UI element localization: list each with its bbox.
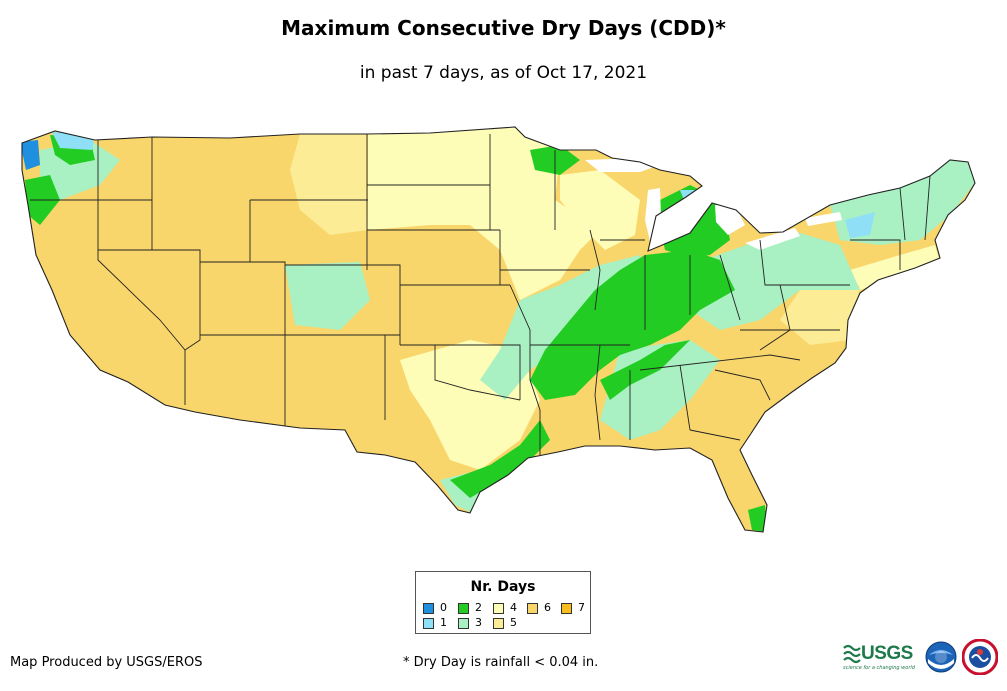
- lake-ontario: [805, 212, 842, 226]
- legend-title: Nr. Days: [470, 579, 536, 595]
- legend-swatch-0: [423, 603, 434, 614]
- state-boundaries: [30, 134, 931, 455]
- map-subtitle: in past 7 days, as of Oct 17, 2021: [359, 63, 648, 83]
- legend-swatch-7: [561, 603, 572, 614]
- region-1-adirondacks: [845, 212, 875, 238]
- credit-text: Map Produced by USGS/EROS: [10, 655, 203, 670]
- usgs-wordmark: USGS: [861, 643, 913, 664]
- region-0-olympic-peninsula: [22, 140, 40, 170]
- region-2-midwest: [530, 250, 735, 400]
- region-2-texas-coast: [450, 420, 550, 498]
- noaa-logo-icon: [925, 641, 957, 673]
- legend-swatch-6: [527, 603, 538, 614]
- legend-label-3: 3: [475, 616, 482, 629]
- legend-swatch-1: [423, 618, 434, 629]
- region-2-south-florida: [748, 505, 767, 532]
- usgs-logo: USGS science for a changing world: [843, 643, 919, 673]
- legend-label-2: 2: [475, 601, 482, 614]
- region-1-upper-michigan: [680, 190, 708, 210]
- usgs-tagline: science for a changing world: [843, 665, 915, 671]
- region-4-new-york: [850, 245, 940, 290]
- national-weather-service-logo-icon: [962, 639, 998, 675]
- region-3-colorado: [285, 262, 370, 330]
- region-5-montana: [290, 134, 368, 235]
- lake-erie: [745, 228, 800, 250]
- usgs-wave-icon: [843, 644, 861, 664]
- legend-swatch-2: [458, 603, 469, 614]
- legend-swatch-4: [493, 603, 504, 614]
- legend-swatch-5: [493, 618, 504, 629]
- legend: Nr. Days 0 1 2 3 4 5 6 7: [415, 571, 591, 634]
- lake-huron: [715, 205, 745, 235]
- legend-label-7: 7: [578, 601, 585, 614]
- legend-label-0: 0: [440, 601, 447, 614]
- region-3-ohio-valley: [690, 230, 860, 330]
- dry-day-footnote: * Dry Day is rainfall < 0.04 in.: [403, 655, 599, 670]
- legend-label-4: 4: [510, 601, 517, 614]
- legend-label-6: 6: [544, 601, 551, 614]
- legend-label-5: 5: [510, 616, 517, 629]
- region-4-wisconsin: [560, 170, 640, 250]
- region-2-tennessee: [600, 340, 690, 400]
- map-title: Maximum Consecutive Dry Days (CDD)*: [281, 16, 726, 40]
- legend-swatch-3: [458, 618, 469, 629]
- legend-label-1: 1: [440, 616, 447, 629]
